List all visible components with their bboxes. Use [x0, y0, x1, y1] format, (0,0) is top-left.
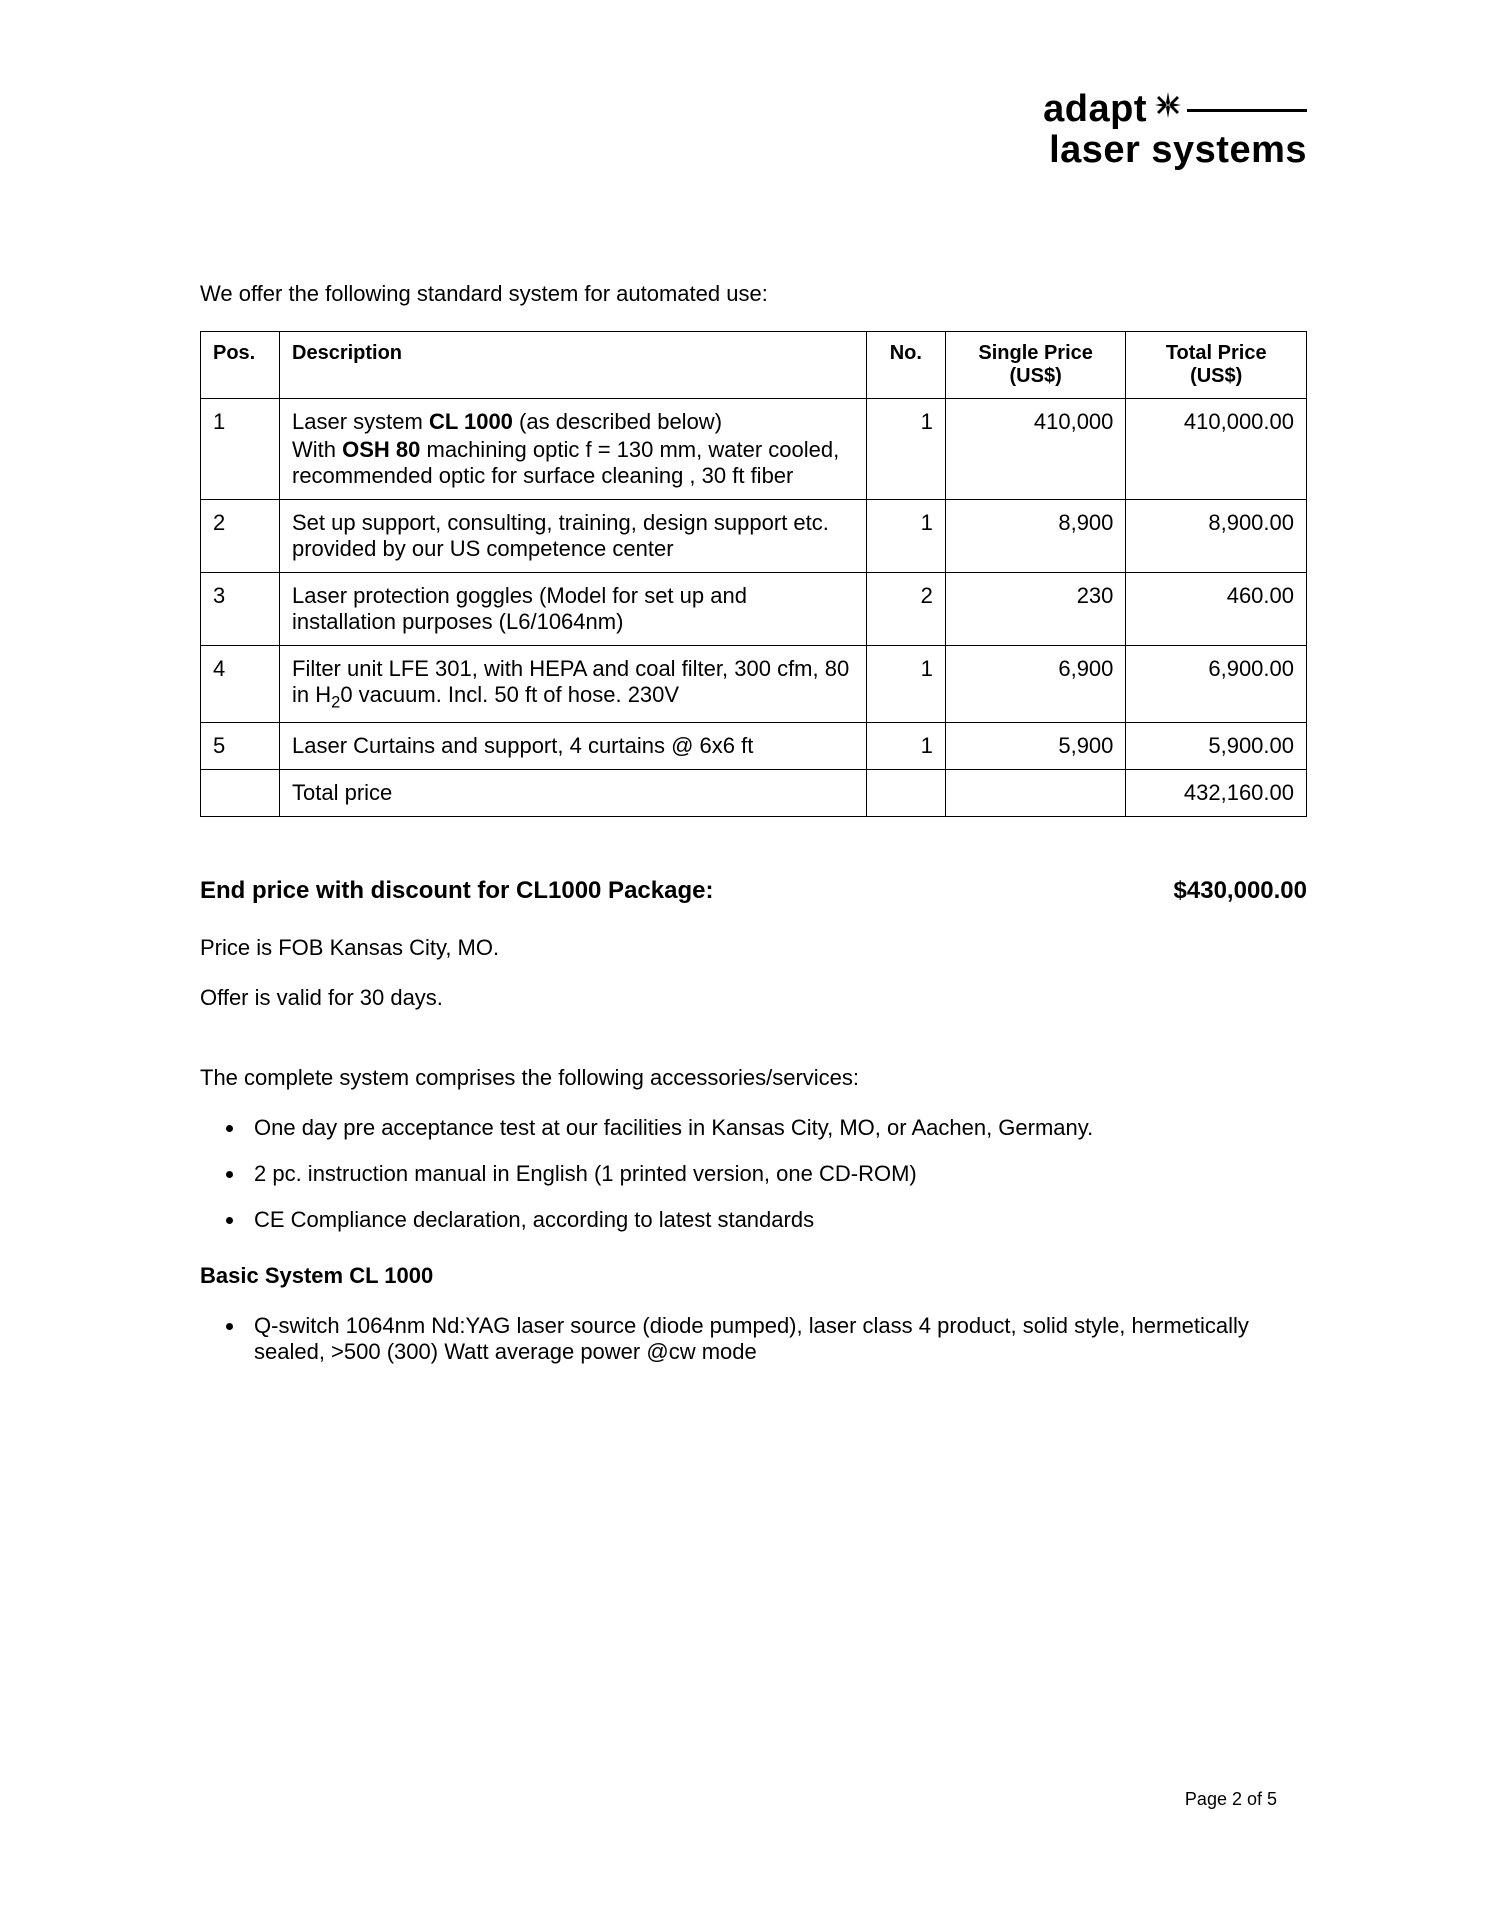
th-single: Single Price (US$) — [945, 331, 1126, 398]
cell-total: 410,000.00 — [1126, 398, 1307, 499]
table-row: 5 Laser Curtains and support, 4 curtains… — [201, 723, 1307, 770]
end-price-value: $430,000.00 — [1174, 877, 1307, 905]
cell-no: 1 — [866, 645, 945, 722]
list-item: 2 pc. instruction manual in English (1 p… — [246, 1161, 1307, 1187]
pricing-table: Pos. Description No. Single Price (US$) … — [200, 331, 1307, 817]
page-footer: Page 2 of 5 — [1185, 1789, 1277, 1810]
desc-text: 0 vacuum. Incl. 50 ft of hose. 230V — [340, 682, 679, 707]
list-item: One day pre acceptance test at our facil… — [246, 1115, 1307, 1141]
page-container: adapt laser systems We offer the followi… — [0, 0, 1487, 1920]
table-row: 4 Filter unit LFE 301, with HEPA and coa… — [201, 645, 1307, 722]
table-row: 2 Set up support, consulting, training, … — [201, 499, 1307, 572]
cell-pos: 3 — [201, 572, 280, 645]
cell-total: 8,900.00 — [1126, 499, 1307, 572]
cell-pos: 2 — [201, 499, 280, 572]
fob-text: Price is FOB Kansas City, MO. — [200, 935, 1307, 961]
logo-text-1: adapt — [1043, 88, 1147, 130]
th-no: No. — [866, 331, 945, 398]
table-total-row: Total price 432,160.00 — [201, 770, 1307, 817]
cell-desc: Laser system CL 1000 (as described below… — [280, 398, 867, 499]
table-row: 3 Laser protection goggles (Model for se… — [201, 572, 1307, 645]
desc-text: Laser system — [292, 409, 429, 434]
cell-total: 460.00 — [1126, 572, 1307, 645]
table-header-row: Pos. Description No. Single Price (US$) … — [201, 331, 1307, 398]
cell-total: 5,900.00 — [1126, 723, 1307, 770]
end-price: End price with discount for CL1000 Packa… — [200, 877, 1307, 905]
basic-system-title: Basic System CL 1000 — [200, 1263, 1307, 1289]
cell-no: 1 — [866, 723, 945, 770]
cell-single: 5,900 — [945, 723, 1126, 770]
cell-desc: Laser Curtains and support, 4 curtains @… — [280, 723, 867, 770]
logo-spark-icon — [1151, 89, 1185, 129]
accessories-intro: The complete system comprises the follow… — [200, 1065, 1307, 1091]
cell-empty — [866, 770, 945, 817]
cell-desc: Laser protection goggles (Model for set … — [280, 572, 867, 645]
list-item: CE Compliance declaration, according to … — [246, 1207, 1307, 1233]
cell-pos-empty — [201, 770, 280, 817]
cell-total-label: Total price — [280, 770, 867, 817]
desc-subscript: 2 — [331, 693, 340, 711]
logo-rule-icon — [1187, 109, 1307, 112]
validity-text: Offer is valid for 30 days. — [200, 985, 1307, 1011]
spacer — [200, 1035, 1307, 1065]
cell-total: 6,900.00 — [1126, 645, 1307, 722]
accessories-list: One day pre acceptance test at our facil… — [200, 1115, 1307, 1233]
desc-bold: OSH 80 — [342, 437, 420, 462]
th-desc: Description — [280, 331, 867, 398]
th-pos: Pos. — [201, 331, 280, 398]
logo-line-2: laser systems — [200, 131, 1307, 171]
desc-text: With — [292, 437, 342, 462]
cell-empty — [945, 770, 1126, 817]
cell-pos: 5 — [201, 723, 280, 770]
cell-desc: Filter unit LFE 301, with HEPA and coal … — [280, 645, 867, 722]
end-price-label: End price with discount for CL1000 Packa… — [200, 877, 713, 905]
cell-total-value: 432,160.00 — [1126, 770, 1307, 817]
cell-single: 410,000 — [945, 398, 1126, 499]
desc-line2: With OSH 80 machining optic f = 130 mm, … — [292, 437, 854, 489]
logo: adapt laser systems — [200, 90, 1307, 171]
cell-no: 1 — [866, 398, 945, 499]
desc-bold: CL 1000 — [429, 409, 513, 434]
th-total: Total Price (US$) — [1126, 331, 1307, 398]
logo-line-1: adapt — [1043, 90, 1307, 131]
cell-pos: 1 — [201, 398, 280, 499]
basic-system-list: Q-switch 1064nm Nd:YAG laser source (dio… — [200, 1313, 1307, 1365]
list-item: Q-switch 1064nm Nd:YAG laser source (dio… — [246, 1313, 1307, 1365]
desc-text: (as described below) — [513, 409, 722, 434]
cell-single: 8,900 — [945, 499, 1126, 572]
cell-no: 1 — [866, 499, 945, 572]
table-row: 1 Laser system CL 1000 (as described bel… — [201, 398, 1307, 499]
cell-desc: Set up support, consulting, training, de… — [280, 499, 867, 572]
cell-no: 2 — [866, 572, 945, 645]
cell-single: 6,900 — [945, 645, 1126, 722]
cell-pos: 4 — [201, 645, 280, 722]
intro-text: We offer the following standard system f… — [200, 281, 1307, 307]
cell-single: 230 — [945, 572, 1126, 645]
